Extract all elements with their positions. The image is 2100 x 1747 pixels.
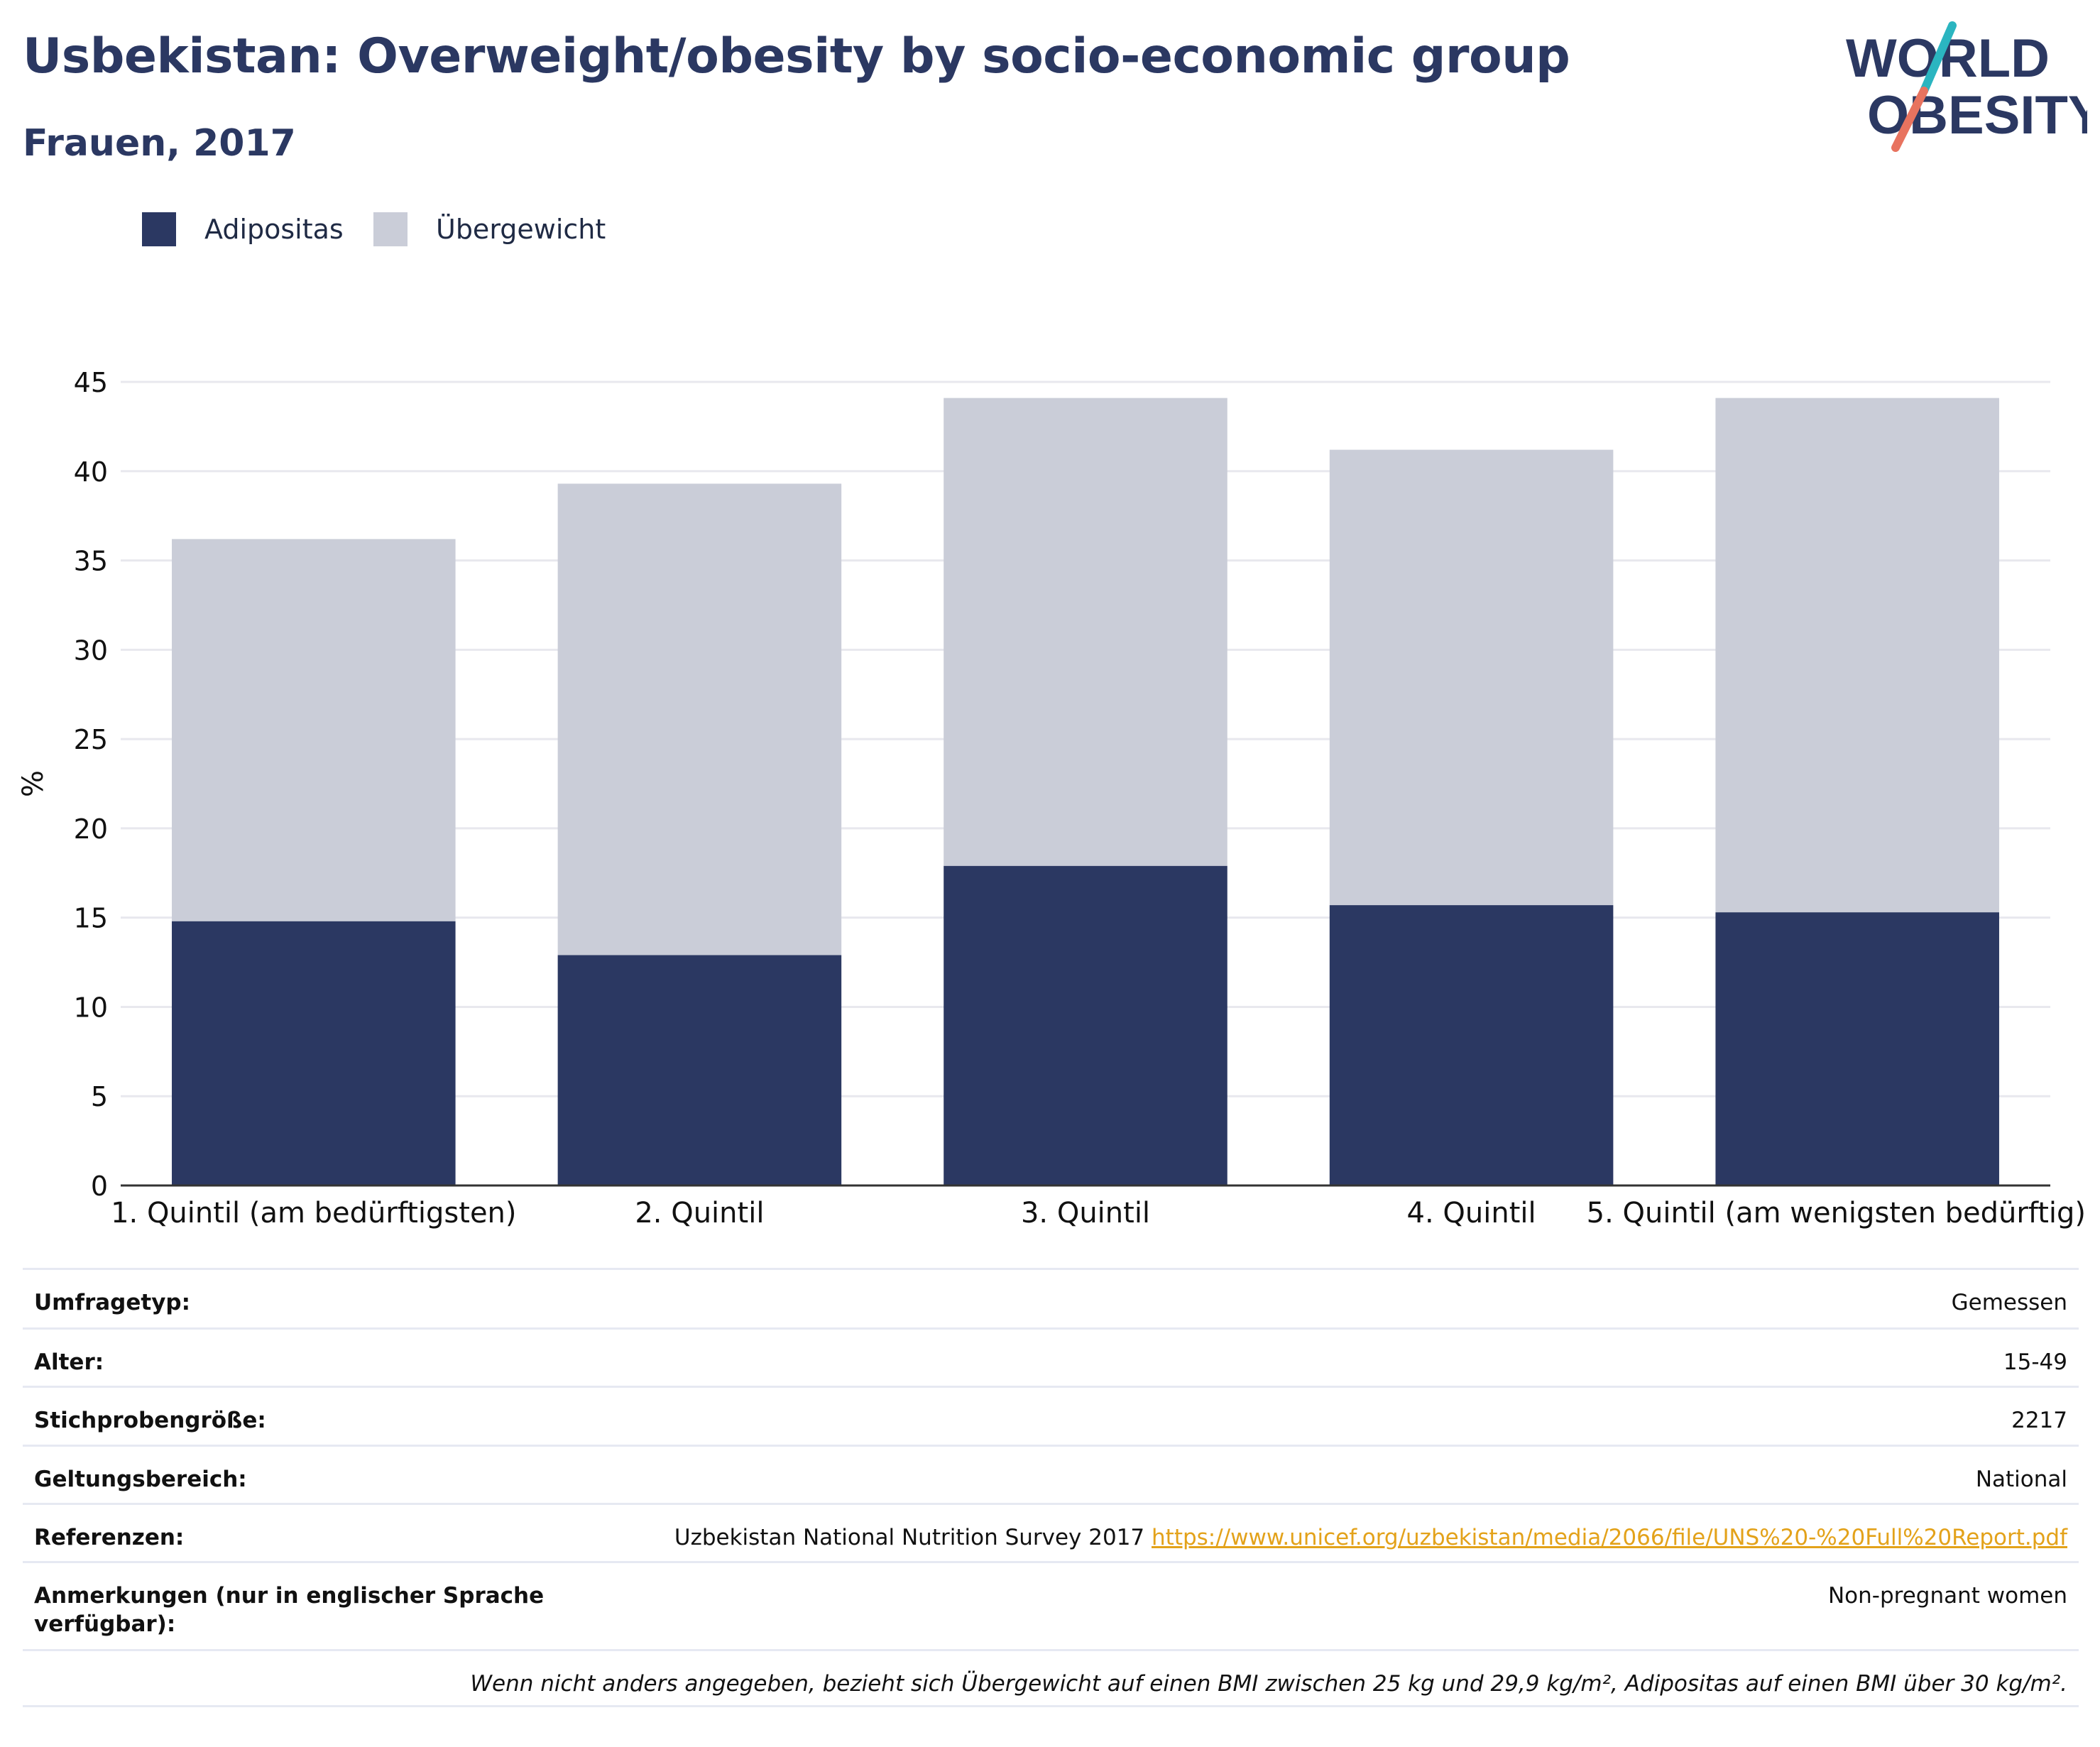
bar-quintil-1-adipositas (172, 921, 456, 1185)
table-row-footnote: Wenn nicht anders angegeben, bezieht sic… (23, 1649, 2079, 1707)
bar-quintil-4-adipositas (1329, 905, 1614, 1185)
bar-chart: 0 5 10 15 20 25 30 35 40 45 1. Quintil (am bedürf… (17, 367, 2086, 1230)
table-value: 15-49 (2003, 1349, 2067, 1375)
x-tick-label-quintil-1: 1. Quintil (am bedürftigsten) (111, 1197, 516, 1230)
table-value: Gemessen (1951, 1290, 2067, 1315)
world-obesity-logo: WORLD OBESITY (1846, 21, 2087, 152)
table-row-alter: Alter: 15-49 (23, 1327, 2079, 1386)
reference-link[interactable]: https://www.unicef.org/uzbekistan/media/… (1152, 1525, 2067, 1550)
y-axis-label: % (17, 770, 50, 797)
table-value-reference: Uzbekistan National Nutrition Survey 201… (674, 1505, 2067, 1552)
table-value: National (1975, 1467, 2067, 1492)
table-label: Stichprobengröße: (34, 1408, 266, 1433)
y-tick-label-15: 15 (74, 903, 108, 934)
chart-title: Usbekistan: Overweight/obesity by socio-… (23, 28, 1570, 84)
logo-slash-top (1920, 21, 1957, 95)
y-tick-label-25: 25 (74, 724, 108, 755)
bar-quintil-3-uebergewicht (944, 398, 1227, 866)
bar-quintil-3-adipositas (944, 865, 1227, 1185)
table-label: Referenzen: (34, 1525, 185, 1550)
bar-quintil-5-uebergewicht (1715, 398, 1999, 913)
table-row-geltungsbereich: Geltungsbereich: National (23, 1445, 2079, 1503)
table-row-anmerkungen: Anmerkungen (nur in englischer Sprache v… (23, 1561, 2079, 1649)
bar-group (172, 398, 1999, 1185)
table-value: 2217 (2011, 1408, 2067, 1433)
table-label: Geltungsbereich: (34, 1467, 247, 1492)
legend-swatch-uebergewicht (373, 212, 408, 246)
y-tick-label-40: 40 (74, 456, 108, 488)
y-tick-label-10: 10 (74, 992, 108, 1023)
legend-item-adipositas[interactable]: Adipositas (142, 209, 344, 249)
y-tick-label-0: 0 (91, 1171, 108, 1202)
bar-quintil-2-uebergewicht (557, 483, 842, 955)
table-row-referenzen: Referenzen: Uzbekistan National Nutritio… (23, 1503, 2079, 1561)
bar-quintil-1-uebergewicht (172, 539, 456, 921)
table-row-umfragetyp: Umfragetyp: Gemessen (23, 1268, 2079, 1327)
bar-quintil-4-uebergewicht (1329, 449, 1614, 906)
legend-swatch-adipositas (142, 212, 176, 246)
table-label: Umfragetyp: (34, 1290, 190, 1315)
x-tick-label-quintil-3: 3. Quintil (1021, 1197, 1150, 1230)
legend-item-uebergewicht[interactable]: Übergewicht (373, 209, 606, 249)
x-tick-label-quintil-4: 4. Quintil (1407, 1197, 1536, 1230)
x-axis-ticks: 1. Quintil (am bedürftigsten) 2. Quintil 3… (111, 1197, 2086, 1230)
chart-subtitle: Frauen, 2017 (23, 122, 296, 165)
y-tick-label-45: 45 (74, 367, 108, 398)
bar-quintil-2-adipositas (557, 955, 842, 1185)
y-tick-label-30: 30 (74, 635, 108, 666)
table-row-stichprobengroesse: Stichprobengröße: 2217 (23, 1386, 2079, 1445)
legend-label-uebergewicht: Übergewicht (436, 214, 606, 245)
info-table: Umfragetyp: Gemessen Alter: 15-49 Stichp… (23, 1268, 2079, 1707)
logo-slash-bottom (1891, 87, 1928, 152)
x-tick-label-quintil-2: 2. Quintil (635, 1197, 764, 1230)
y-tick-label-35: 35 (74, 546, 108, 577)
table-value: Non-pregnant women (1827, 1583, 2067, 1609)
bar-quintil-5-adipositas (1715, 912, 1999, 1185)
y-tick-label-20: 20 (74, 814, 108, 845)
legend-label-adipositas: Adipositas (204, 214, 344, 245)
reference-text: Uzbekistan National Nutrition Survey 201… (674, 1525, 1145, 1550)
table-label: Alter: (34, 1349, 104, 1375)
y-axis-ticks: 0 5 10 15 20 25 30 35 40 45 (74, 367, 108, 1202)
footnote-text: Wenn nicht anders angegeben, bezieht sic… (470, 1671, 2067, 1697)
y-tick-label-5: 5 (91, 1081, 108, 1112)
x-tick-label-quintil-5: 5. Quintil (am wenigsten bedürftig) (1587, 1197, 2086, 1230)
table-label: Anmerkungen (nur in englischer Sprache v… (34, 1583, 545, 1637)
